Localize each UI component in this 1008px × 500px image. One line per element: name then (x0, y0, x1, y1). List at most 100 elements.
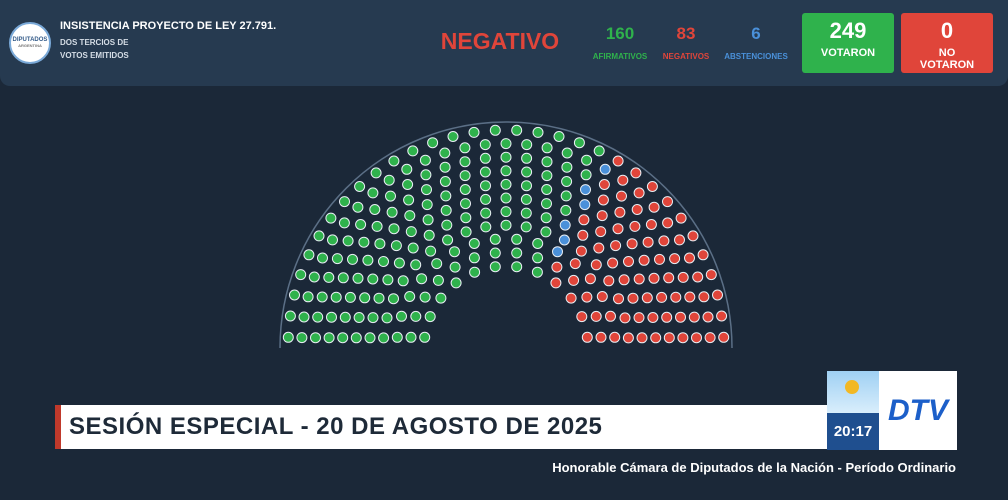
seat (388, 293, 399, 305)
seat (480, 193, 492, 205)
seat (500, 151, 512, 163)
seat (692, 271, 704, 283)
total-label: VOTARON (820, 47, 876, 59)
seat (581, 154, 593, 166)
seat (674, 234, 685, 246)
seat (532, 252, 544, 264)
seat (654, 253, 665, 265)
seat (390, 240, 402, 252)
seat (609, 331, 621, 343)
seat (702, 311, 714, 323)
seat (619, 312, 631, 324)
seat (647, 312, 659, 323)
subtitle-line: DOS TERCIOS DE (60, 38, 129, 47)
seat (578, 214, 590, 226)
seat (541, 198, 552, 210)
seat (540, 226, 552, 238)
seat (364, 332, 376, 344)
seat (374, 238, 386, 250)
seat (646, 181, 658, 192)
seat (441, 219, 453, 231)
seat (648, 272, 660, 284)
logo-text: DIPUTADOS (12, 37, 48, 43)
seat (618, 274, 630, 286)
seat (295, 269, 307, 281)
seat (705, 269, 717, 281)
subtitle-line: VOTOS EMITIDOS (60, 51, 129, 60)
seat (450, 277, 462, 289)
count-number: 6 (751, 24, 761, 43)
seat (383, 174, 395, 186)
seat (597, 194, 609, 206)
seat (661, 311, 673, 323)
seat (642, 236, 654, 248)
seat (612, 223, 624, 235)
seat (541, 170, 553, 182)
seat (330, 291, 342, 303)
seat (370, 167, 382, 179)
seat (419, 331, 431, 343)
seat (405, 226, 417, 238)
seat (362, 254, 374, 266)
seat (410, 310, 422, 322)
channel-logo: DTV (879, 371, 957, 450)
seat (460, 226, 472, 238)
seat (298, 311, 310, 323)
seat (388, 223, 400, 235)
seat (565, 292, 577, 304)
seat (633, 187, 645, 199)
seat (326, 311, 337, 323)
count-label: ABSTENCIONES (724, 52, 788, 61)
seat (541, 142, 553, 154)
seat (289, 289, 300, 301)
seat (704, 332, 716, 344)
seat (367, 187, 379, 199)
seat (626, 238, 638, 250)
seat (581, 331, 593, 343)
seat (359, 292, 371, 304)
seat (316, 291, 328, 303)
seat (636, 332, 648, 344)
seat (675, 212, 687, 224)
seat (521, 166, 533, 178)
vote-count: 160 AFIRMATIVOS (580, 24, 660, 61)
seat (419, 154, 431, 166)
seat (388, 155, 400, 167)
seat (552, 246, 563, 258)
total-number: 0 (940, 18, 954, 43)
seat (670, 291, 682, 303)
count-number: 83 (676, 24, 696, 43)
seat (596, 291, 608, 302)
seat (284, 310, 296, 322)
seat (386, 206, 398, 218)
seat (500, 178, 512, 190)
seat (603, 275, 615, 287)
seat (638, 254, 650, 266)
seat (352, 272, 364, 284)
seat (439, 147, 451, 159)
seat (367, 312, 379, 324)
seat (521, 139, 533, 151)
seat (614, 206, 626, 218)
seat (605, 310, 616, 322)
seat (401, 163, 413, 175)
seat (511, 233, 523, 245)
seat (663, 272, 675, 284)
seat (468, 126, 480, 138)
seat (424, 311, 436, 323)
seat (479, 152, 491, 164)
seat (358, 236, 370, 248)
seat (323, 332, 335, 344)
seat (396, 310, 407, 322)
seat (480, 207, 492, 219)
seat (419, 291, 431, 303)
seat (675, 311, 686, 323)
seat (520, 221, 532, 233)
seat (560, 204, 572, 216)
seat (449, 261, 461, 273)
count-number: 160 (605, 24, 635, 43)
seat (616, 190, 627, 202)
seat (325, 212, 337, 224)
seat (540, 212, 552, 224)
seat (561, 161, 573, 173)
